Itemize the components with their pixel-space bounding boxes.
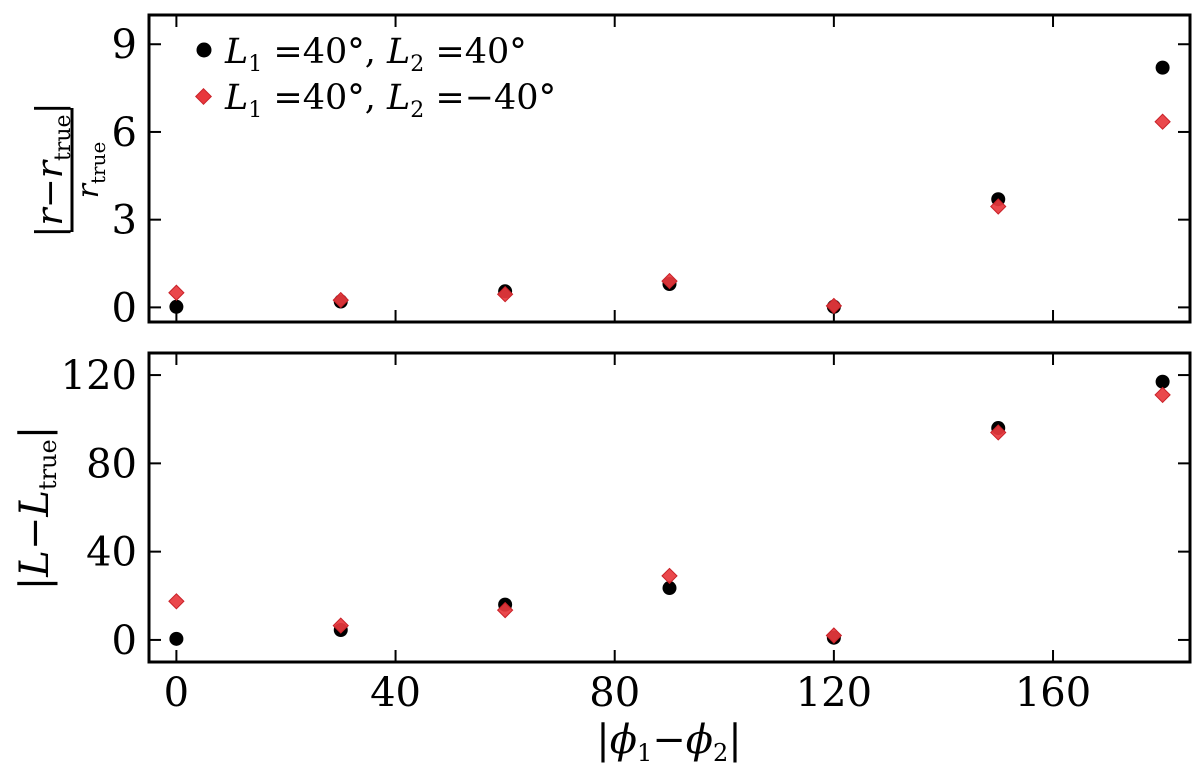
top-ytick-label: 9 — [112, 22, 137, 68]
bottom-ytick-label: 80 — [86, 441, 137, 487]
svg-text:rtrue: rtrue — [71, 142, 110, 199]
top-ytick-label: 3 — [112, 198, 137, 244]
bottom-panel: 0 40 80 120 0 40 80 120 160 |L−Ltrue| |ϕ1−ϕ2| — [12, 351, 1192, 767]
top-ylabel-abs-close: | — [30, 102, 71, 114]
top-ylabel-minus: − — [30, 178, 71, 208]
top-point-series-1 — [169, 299, 184, 314]
bottom-point-series-2 — [990, 424, 1007, 441]
bottom-point-series-2 — [332, 617, 349, 634]
legend-marker-series-2 — [195, 88, 212, 105]
legend-marker-series-1 — [196, 42, 212, 58]
top-ytick-label: 0 — [112, 285, 137, 331]
bottom-data-points — [168, 374, 1171, 646]
top-ylabel: |r−rtrue| rtrue — [30, 102, 110, 237]
bottom-xtick-label: 40 — [370, 670, 421, 716]
bottom-point-series-1 — [1155, 374, 1170, 389]
top-ylabel-denom-sub: true — [86, 142, 110, 184]
svg-text:|L−Ltrue|: |L−Ltrue| — [12, 426, 62, 590]
bottom-point-series-2 — [1154, 386, 1171, 404]
bottom-ytick-label: 120 — [61, 353, 137, 399]
svg-text:|ϕ1−ϕ2|: |ϕ1−ϕ2| — [596, 717, 742, 767]
top-data-points — [168, 60, 1171, 315]
top-ylabel-abs-open: | — [30, 226, 71, 238]
legend: L1 =40°, L2 =40° L1 =40°, L2 =−40° — [195, 32, 556, 123]
bottom-point-series-2 — [661, 567, 678, 585]
bottom-point-series-2 — [825, 627, 843, 644]
top-ylabel-var2: r — [30, 159, 71, 178]
top-point-series-1 — [1155, 60, 1170, 75]
bottom-ytick-label: 0 — [112, 618, 137, 664]
top-point-series-2 — [168, 284, 185, 301]
top-ticks: 0 3 6 9 — [112, 15, 1190, 331]
top-point-series-2 — [332, 291, 349, 309]
bottom-ylabel: |L−Ltrue| — [12, 426, 62, 590]
legend-label-series-2: L1 =40°, L2 =−40° — [224, 78, 556, 123]
bottom-xlabel: |ϕ1−ϕ2| — [596, 717, 742, 767]
bottom-ytick-label: 40 — [86, 530, 137, 576]
bottom-xtick-label: 0 — [164, 670, 189, 716]
bottom-ticks: 0 40 80 120 0 40 80 120 160 — [61, 353, 1190, 716]
top-ylabel-denom-var: r — [71, 182, 106, 198]
top-axes-frame — [147, 13, 1192, 324]
bottom-xtick-label: 80 — [589, 670, 640, 716]
bottom-axes-frame — [147, 351, 1192, 664]
top-point-series-2 — [825, 297, 843, 315]
bottom-xtick-label: 120 — [796, 670, 872, 716]
top-ylabel-var: r — [30, 207, 71, 226]
bottom-point-series-2 — [168, 593, 185, 610]
bottom-point-series-1 — [169, 631, 184, 646]
bottom-point-series-1 — [662, 581, 677, 596]
svg-text:|r−rtrue|: |r−rtrue| — [30, 102, 76, 237]
top-point-series-2 — [990, 198, 1007, 215]
top-point-series-2 — [661, 272, 678, 290]
bottom-xtick-label: 160 — [1015, 670, 1091, 716]
legend-label-series-1: L1 =40°, L2 =40° — [224, 32, 527, 77]
top-point-series-2 — [496, 286, 514, 303]
top-ytick-label: 6 — [112, 110, 137, 156]
top-point-series-2 — [1154, 113, 1171, 130]
bottom-point-series-2 — [496, 601, 514, 619]
